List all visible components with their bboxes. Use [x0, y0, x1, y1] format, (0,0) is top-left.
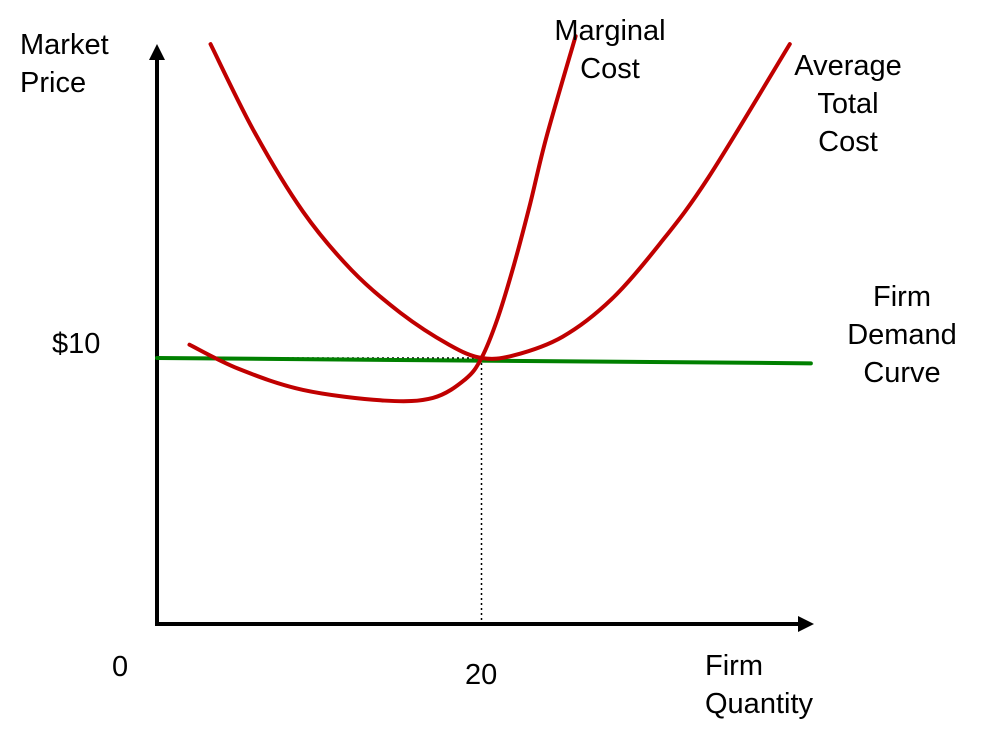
- series-label-marginal-cost: Marginal Cost: [554, 15, 666, 85]
- y-tick-label: $10: [52, 328, 101, 360]
- firm-demand-curve: [155, 356, 813, 366]
- marginal-cost-curve: [187, 34, 578, 404]
- y-axis-arrow: [149, 44, 165, 60]
- y-axis-label: Market Price: [20, 29, 109, 99]
- x-axis-label: Firm Quantity: [705, 650, 813, 720]
- series-label-firm-demand-curve: Firm Demand Curve: [847, 281, 957, 389]
- series-label-average-total-cost: Average Total Cost: [794, 50, 902, 158]
- x-axis-arrow: [798, 616, 814, 632]
- origin-label: 0: [112, 651, 129, 683]
- x-tick-label: 20: [465, 659, 498, 691]
